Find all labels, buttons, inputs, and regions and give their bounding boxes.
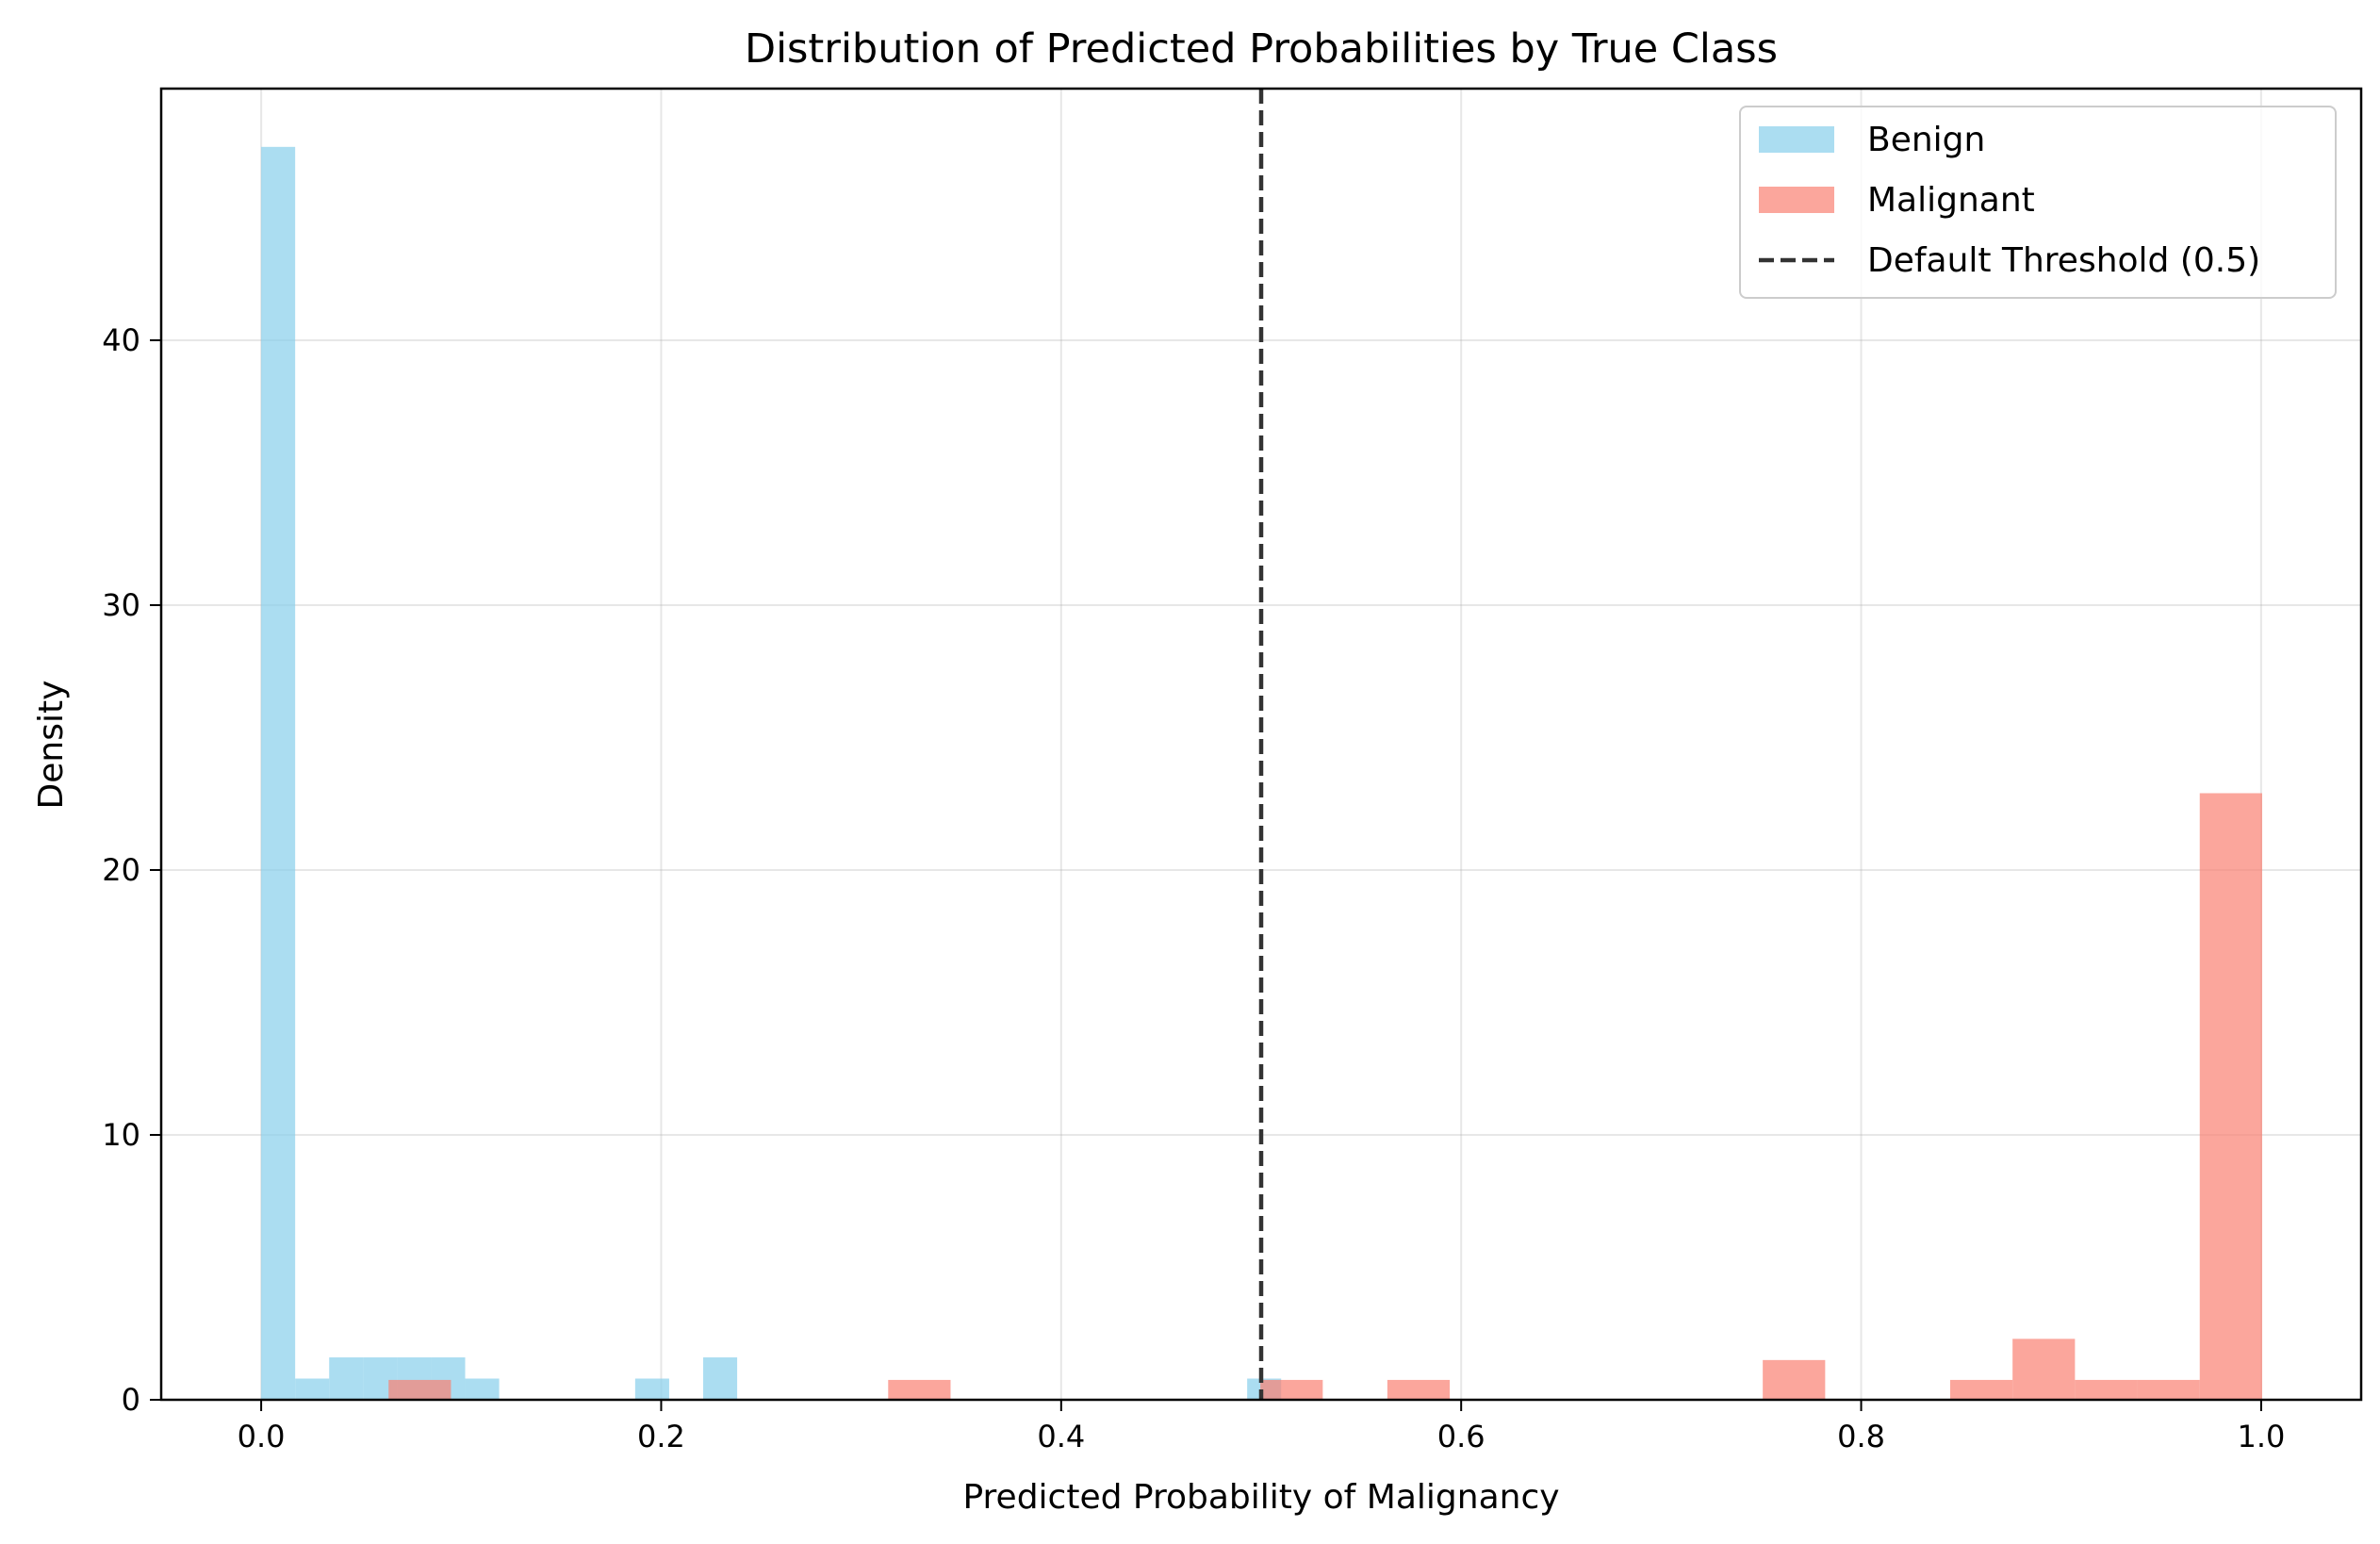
benign-bar-2: [329, 1357, 364, 1400]
y-tick-label-1: 10: [102, 1117, 140, 1153]
x-tick-label-2: 0.4: [1037, 1419, 1085, 1454]
legend-label-benign: Benign: [1867, 121, 1985, 159]
malignant-bar-4: [1763, 1359, 1826, 1400]
malignant-bar-7: [2075, 1379, 2138, 1400]
benign-bar-7: [634, 1378, 669, 1400]
legend-label-malignant: Malignant: [1867, 181, 2035, 220]
x-tick-label-5: 1.0: [2237, 1419, 2285, 1454]
benign-bar-8: [703, 1357, 738, 1400]
y-tick-label-0: 0: [122, 1382, 140, 1418]
benign-bar-1: [295, 1378, 330, 1400]
legend: Benign Malignant Default Threshold (0.5): [1739, 106, 2337, 299]
x-tick-label-0: 0.0: [238, 1419, 286, 1454]
x-axis-label: Predicted Probability of Malignancy: [962, 1478, 1559, 1517]
malignant-bar-1: [888, 1379, 951, 1400]
malignant-bar-0: [388, 1379, 451, 1400]
chart-title: Distribution of Predicted Probabilities …: [745, 25, 1778, 73]
malignant-bars: [388, 793, 2262, 1400]
legend-label-threshold: Default Threshold (0.5): [1867, 241, 2260, 280]
y-tick-label-2: 20: [102, 852, 140, 888]
y-tick-label-3: 30: [102, 587, 140, 623]
legend-box: [1739, 106, 2337, 299]
x-axis-ticks: 0.0 0.2 0.4 0.6 0.8 1.0: [238, 1400, 2285, 1454]
x-tick-label-1: 0.2: [637, 1419, 685, 1454]
legend-swatch-benign: [1759, 126, 1834, 153]
malignant-bar-6: [2012, 1339, 2076, 1400]
benign-bar-0: [261, 146, 296, 1400]
y-tick-label-4: 40: [102, 322, 140, 358]
malignant-bar-8: [2137, 1379, 2200, 1400]
y-axis-ticks: 0 10 20 30 40: [102, 322, 161, 1418]
x-tick-label-3: 0.6: [1437, 1419, 1485, 1454]
malignant-bar-2: [1260, 1379, 1323, 1400]
legend-swatch-malignant: [1759, 187, 1834, 213]
malignant-bar-5: [1949, 1379, 2013, 1400]
y-axis-label: Density: [32, 681, 71, 810]
benign-bar-6: [465, 1378, 500, 1400]
malignant-bar-3: [1387, 1379, 1451, 1400]
plot-frame: [159, 87, 2363, 1402]
malignant-bar-9: [2199, 793, 2262, 1400]
benign-bars: [261, 146, 1282, 1400]
x-tick-label-4: 0.8: [1837, 1419, 1885, 1454]
